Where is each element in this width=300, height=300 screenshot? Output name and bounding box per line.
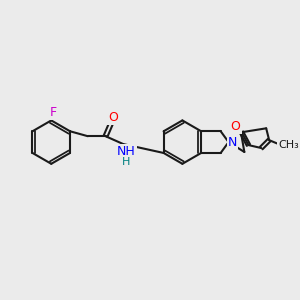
Text: O: O (109, 111, 118, 124)
Text: CH₃: CH₃ (278, 140, 299, 150)
Text: O: O (231, 120, 241, 133)
Text: H: H (122, 157, 130, 167)
Text: F: F (50, 106, 57, 119)
Text: NH: NH (117, 146, 136, 158)
Text: N: N (228, 136, 237, 148)
